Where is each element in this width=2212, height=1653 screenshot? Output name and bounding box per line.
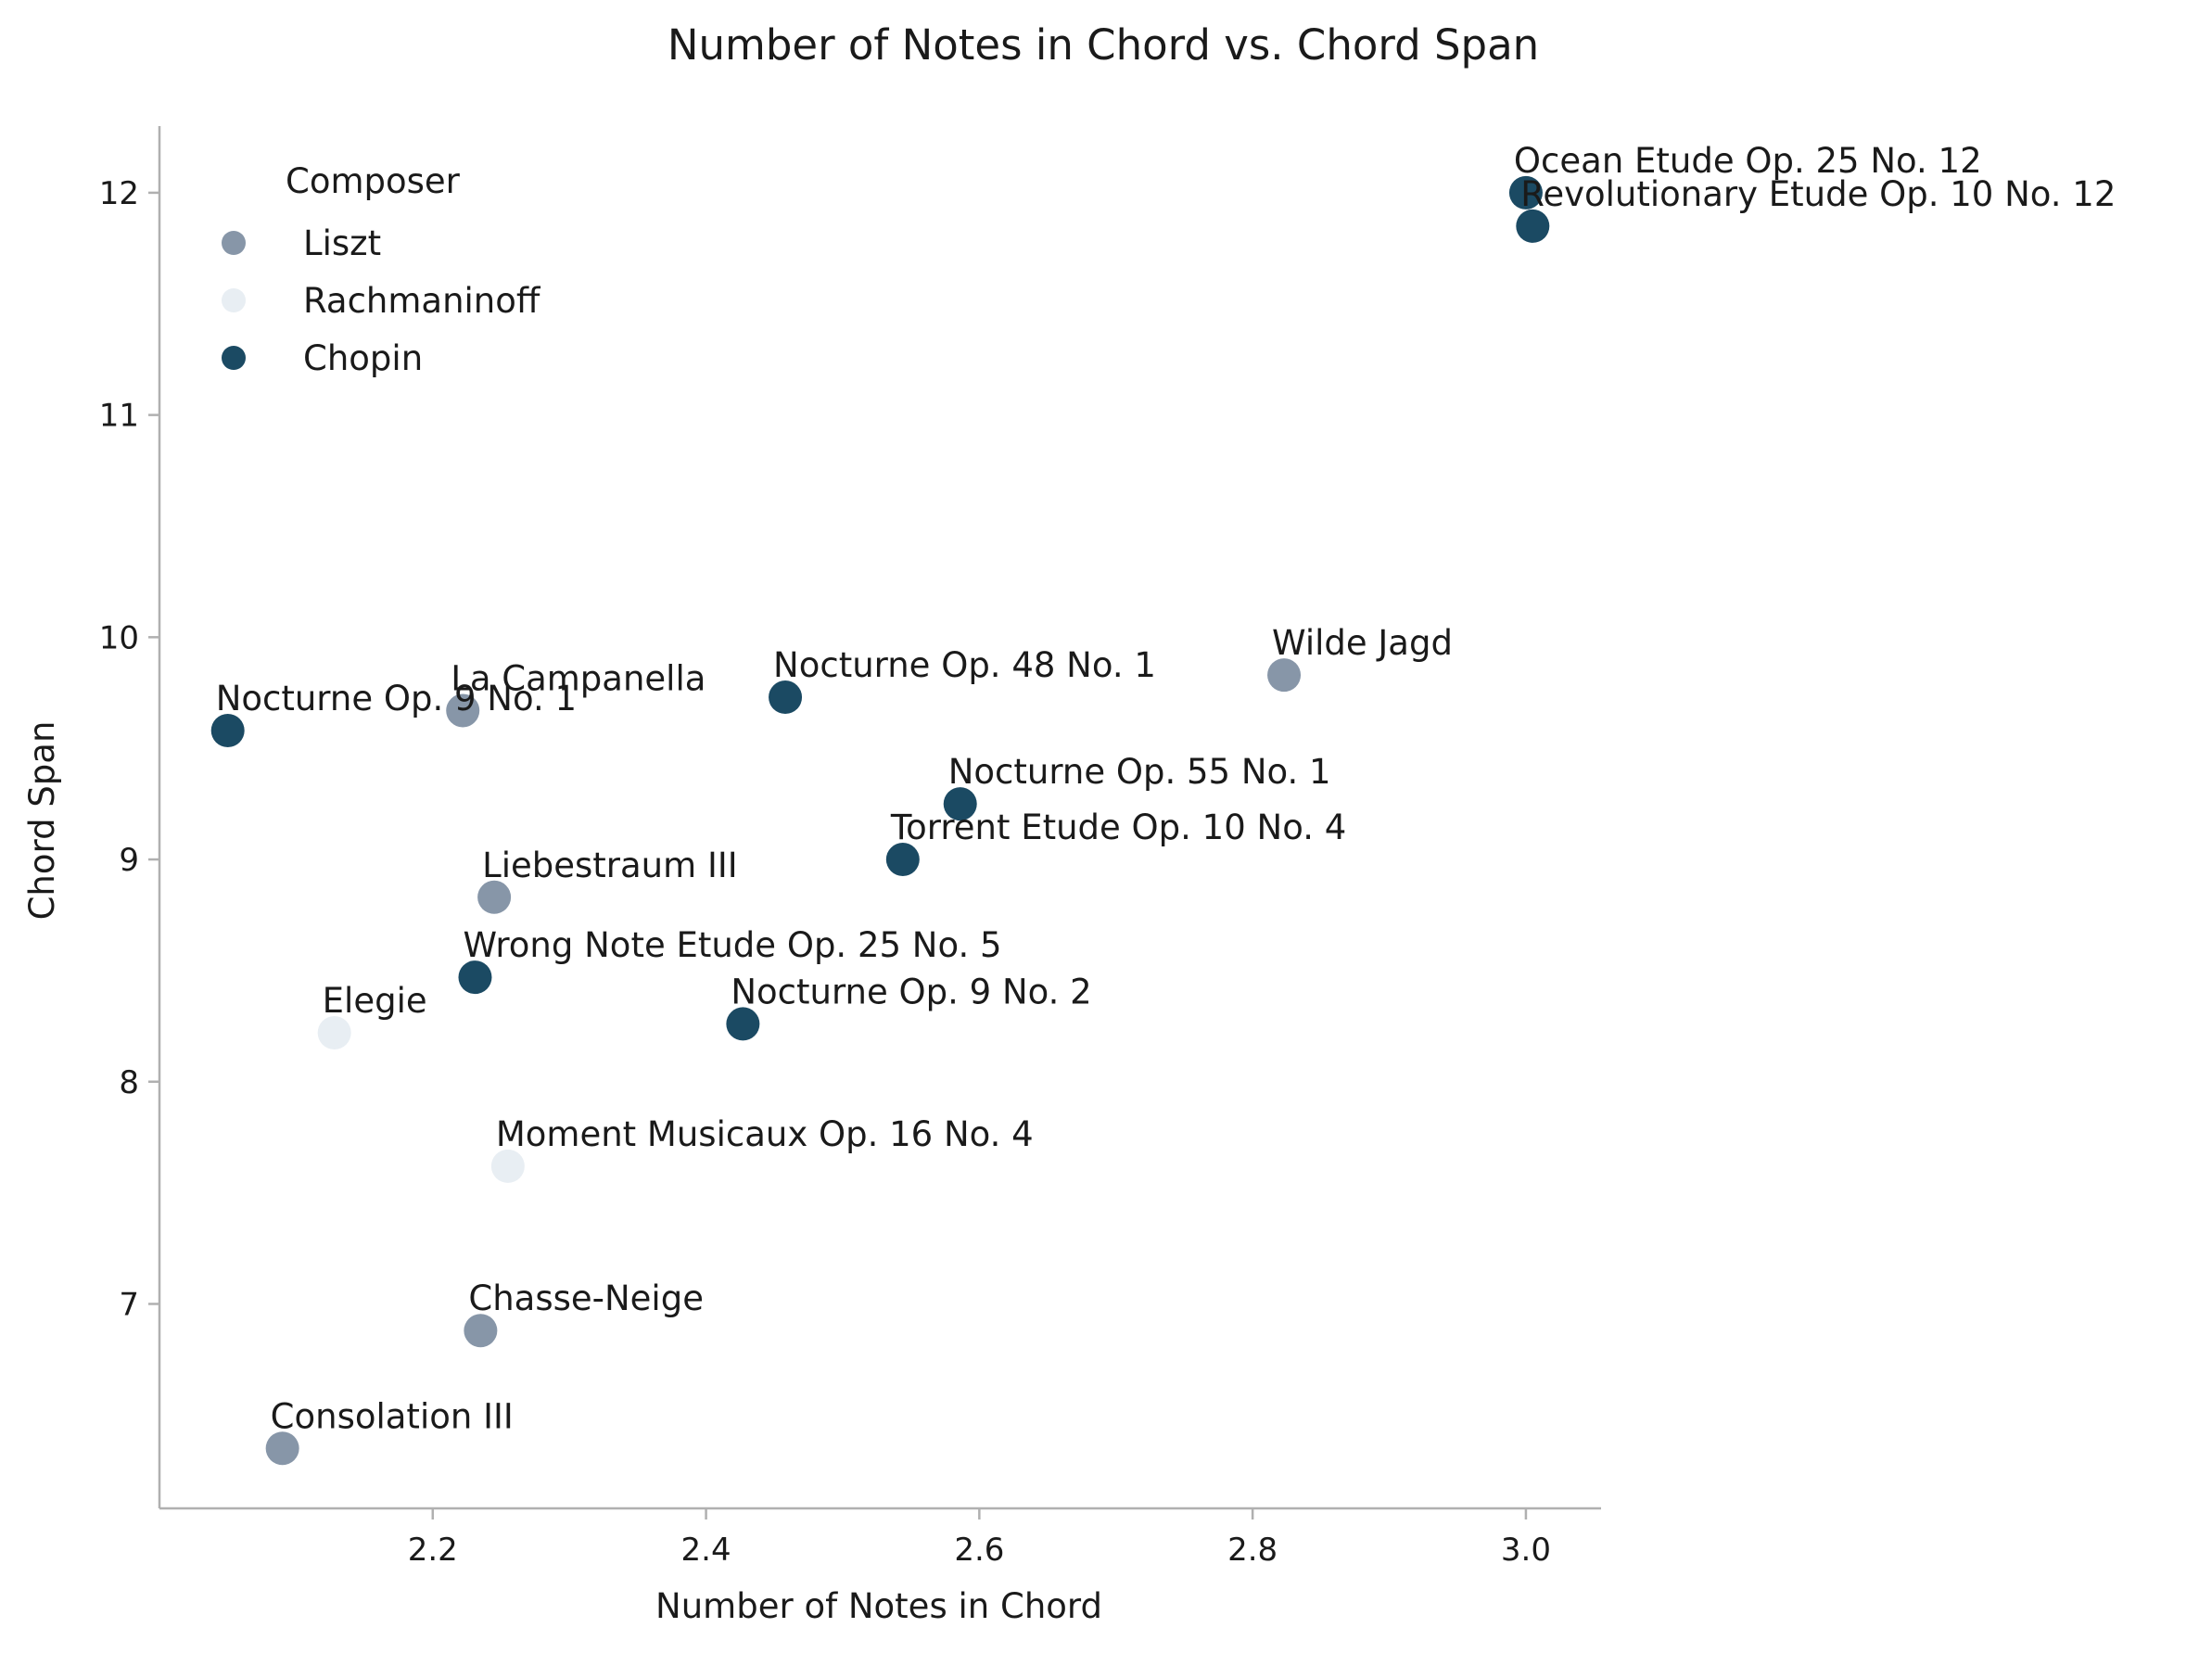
y-tick-label: 10: [99, 619, 139, 656]
data-point-label: Wrong Note Etude Op. 25 No. 5: [463, 925, 1001, 965]
data-point: [769, 680, 803, 715]
legend-entry-label: Liszt: [303, 223, 381, 263]
y-tick-label: 11: [99, 398, 139, 435]
data-point: [464, 1314, 498, 1348]
data-point: [1508, 175, 1543, 210]
legend-entry-label: Chopin: [303, 338, 423, 378]
x-tick-label: 3.0: [1501, 1532, 1551, 1569]
legend-title: Composer: [286, 161, 461, 201]
data-point-label: Nocturne Op. 9 No. 1: [216, 679, 577, 718]
data-point: [726, 1007, 760, 1041]
legend: Composer Liszt Rachmaninoff Chopin: [222, 161, 541, 378]
data-point: [1267, 658, 1302, 693]
data-point-label: Revolutionary Etude Op. 10 No. 12: [1520, 174, 2116, 214]
y-axis-label: Chord Span: [22, 721, 62, 921]
data-point: [317, 1016, 351, 1050]
data-point-label: Torrent Etude Op. 10 No. 4: [890, 807, 1346, 847]
data-point-label: Nocturne Op. 9 No. 2: [731, 972, 1091, 1011]
legend-marker: [222, 288, 246, 312]
data-point: [943, 787, 977, 821]
x-axis-label: Number of Notes in Chord: [655, 1586, 1102, 1626]
data-point: [446, 693, 480, 728]
legend-marker: [222, 231, 246, 255]
data-point-label: Wilde Jagd: [1272, 623, 1453, 663]
chart-title: Number of Notes in Chord vs. Chord Span: [667, 20, 1539, 70]
data-point: [1516, 209, 1550, 243]
x-tick-label: 2.6: [954, 1532, 1004, 1569]
y-tick-label: 8: [119, 1064, 139, 1101]
data-point-label: La Campanella: [451, 658, 706, 698]
x-tick-label: 2.8: [1227, 1532, 1278, 1569]
legend-marker: [222, 346, 246, 370]
data-point: [210, 714, 245, 748]
x-tick-label: 2.2: [408, 1532, 458, 1569]
data-point: [265, 1431, 299, 1466]
data-point-label: Nocturne Op. 48 No. 1: [773, 645, 1156, 685]
data-point: [885, 843, 920, 877]
data-point: [477, 880, 512, 914]
data-point-label: Elegie: [323, 981, 427, 1021]
data-points: [210, 175, 1550, 1466]
data-point-label: Chasse-Neige: [468, 1278, 704, 1318]
data-point-label: Nocturne Op. 55 No. 1: [948, 752, 1331, 792]
data-point-label: Moment Musicaux Op. 16 No. 4: [496, 1114, 1034, 1154]
data-point: [458, 960, 492, 995]
data-point-label: Consolation III: [271, 1396, 514, 1436]
data-point: [490, 1149, 525, 1183]
y-tick-label: 12: [99, 175, 139, 212]
data-point-label: Liebestraum III: [482, 846, 738, 885]
y-tick-label: 7: [119, 1286, 139, 1323]
x-tick-label: 2.4: [681, 1532, 731, 1569]
legend-entry-label: Rachmaninoff: [303, 281, 541, 321]
data-point-label: Ocean Etude Op. 25 No. 12: [1514, 141, 1982, 181]
y-tick-label: 9: [119, 842, 139, 879]
axes: 2.2 2.4 2.6 2.8 3.0 7 8 9 10 11 12: [99, 126, 1601, 1569]
